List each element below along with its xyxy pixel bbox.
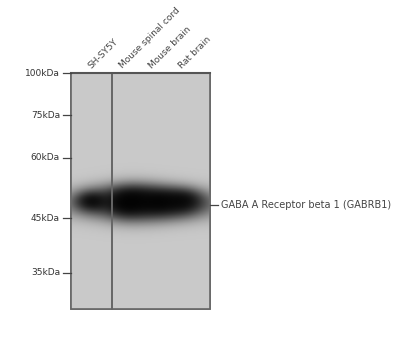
Bar [112, 73, 210, 309]
Text: GABA A Receptor beta 1 (GABRB1): GABA A Receptor beta 1 (GABRB1) [222, 200, 392, 210]
Bar [71, 73, 112, 309]
Text: 100kDa: 100kDa [25, 69, 60, 77]
Bar [112, 73, 210, 309]
Text: 75kDa: 75kDa [31, 111, 60, 120]
Bar [71, 73, 210, 309]
Text: 60kDa: 60kDa [31, 153, 60, 162]
Text: 45kDa: 45kDa [31, 214, 60, 223]
Text: Rat brain: Rat brain [177, 34, 213, 70]
Text: SH-SY5Y: SH-SY5Y [86, 37, 119, 70]
Bar [71, 73, 112, 309]
Text: Mouse brain: Mouse brain [147, 25, 193, 70]
Text: 35kDa: 35kDa [31, 268, 60, 278]
Text: Mouse spinal cord: Mouse spinal cord [118, 6, 182, 70]
